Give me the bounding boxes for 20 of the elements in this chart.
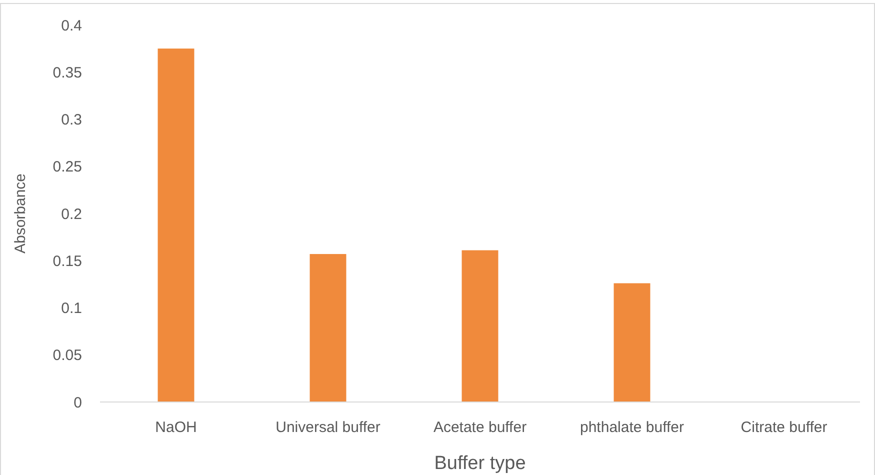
- y-tick-label: 0.2: [61, 206, 82, 223]
- x-axis-title: Buffer type: [434, 453, 526, 474]
- bar: [310, 254, 346, 402]
- x-tick-label: Citrate buffer: [740, 419, 828, 436]
- bar: [614, 283, 650, 402]
- y-tick-label: 0.3: [61, 112, 82, 128]
- y-tick-label: 0.15: [52, 252, 82, 270]
- y-tick-label: 0: [74, 394, 82, 412]
- x-tick-label: Universal buffer: [276, 419, 380, 436]
- y-axis-title: Absorbance: [12, 173, 29, 254]
- y-tick-label: 0.25: [52, 158, 82, 176]
- x-tick-label: phthalate buffer: [580, 419, 684, 436]
- y-tick-label: 0.1: [61, 300, 82, 317]
- x-tick-label: Acetate buffer: [433, 419, 527, 436]
- x-tick-label: NaOH: [155, 419, 197, 436]
- y-tick-label: 0.4: [61, 17, 82, 34]
- bar: [462, 250, 498, 402]
- y-tick-label: 0.05: [52, 347, 82, 364]
- y-tick-label: 0.35: [52, 64, 82, 82]
- bar: [158, 48, 194, 402]
